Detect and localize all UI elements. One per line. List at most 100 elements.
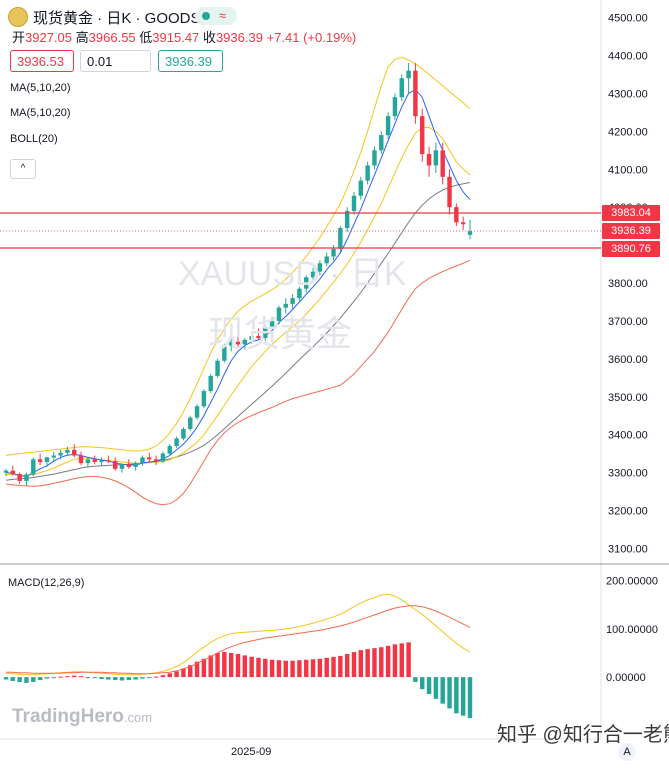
macd-histogram-bar (133, 677, 138, 680)
brand-name: TradingHero (12, 706, 124, 727)
moving-averages (5, 88, 471, 481)
candle-body (242, 339, 248, 345)
macd-histogram-bar (78, 676, 84, 678)
wave-icon: ≈ (219, 8, 227, 23)
macd-histogram-bar (420, 677, 425, 690)
candle-body (17, 474, 22, 481)
price-tick-label: 4300.00 (608, 88, 648, 100)
indicator-ma-2[interactable]: MA(5,10,20) (10, 107, 71, 119)
macd-histogram-bar (440, 677, 445, 704)
macd-histogram-bar (222, 652, 227, 678)
macd-histogram-bar (37, 677, 43, 681)
candle-body (201, 391, 207, 407)
candle-body (331, 248, 336, 257)
candle-body (269, 320, 275, 327)
candle-body (433, 150, 439, 166)
quantity-input[interactable]: 0.01 (80, 50, 151, 72)
macd-histogram-bar (228, 653, 234, 678)
macd-axis[interactable]: 200.00000 100.00000 0.00000 (606, 576, 658, 684)
macd-histogram-bar (147, 677, 152, 679)
candle-body (140, 457, 145, 464)
candle-body (447, 176, 452, 208)
macd-histogram-bar (51, 677, 56, 679)
macd-histogram-bar (85, 677, 91, 679)
macd-histogram-bar (17, 677, 22, 682)
macd-histogram-bar (160, 675, 166, 678)
price-tick-label: 4200.00 (608, 126, 648, 138)
macd-histogram-bar (106, 677, 111, 680)
candle-body (119, 464, 125, 469)
candle-body (24, 474, 29, 481)
candle-body (58, 452, 63, 456)
indicator-boll[interactable]: BOLL(20) (10, 133, 58, 145)
chart-header: 现货黄金 · 日K · GOODS ≈ 开3927.05 高3966.55 低3… (0, 0, 600, 80)
candle-body (454, 207, 459, 223)
macd-histogram-bar (99, 677, 104, 680)
macd-histogram-bar (290, 660, 295, 678)
candle-body (440, 150, 445, 177)
macd-histogram-bar (126, 677, 132, 681)
price-tick-label: 3500.00 (608, 392, 648, 404)
buy-price-button[interactable]: 3936.39 (158, 50, 223, 72)
candle-body (153, 459, 159, 462)
macd-histogram-bar (201, 658, 207, 678)
candle-body (147, 457, 152, 460)
candle-body (338, 228, 343, 249)
macd-histogram-bar (194, 661, 200, 678)
macd-tick-label: 0.00000 (606, 672, 646, 684)
macd-histogram-bar (58, 676, 63, 678)
name-watermark: 现货黄金 (208, 313, 353, 354)
macd-histogram-bar (297, 660, 302, 678)
candle-body (10, 470, 16, 475)
sell-price-button[interactable]: 3936.53 (10, 50, 74, 72)
macd-histogram-bar (324, 657, 329, 678)
low-value: 3915.47 (152, 30, 200, 45)
candle-body (228, 341, 234, 346)
candle-body (167, 446, 172, 454)
candle-body (133, 463, 138, 467)
last-price-tag: 3936.39 (602, 223, 660, 239)
candle-body (399, 78, 404, 98)
change-percent: (+0.19%) (303, 30, 357, 45)
price-axis[interactable]: 4500.004400.004300.004200.004100.004000.… (608, 13, 648, 556)
candle-body (467, 231, 473, 235)
macd-histogram-bar (283, 660, 288, 678)
macd-histogram-bar (31, 677, 36, 682)
macd-histogram-bar (399, 643, 404, 678)
auto-scale-button[interactable]: A (618, 743, 636, 761)
candle-body (37, 459, 43, 462)
macd-histogram-bar (413, 677, 418, 682)
candle-body (297, 288, 302, 299)
candle-body (222, 345, 227, 361)
indicator-ma-1[interactable]: MA(5,10,20) (10, 82, 71, 94)
macd-panel (3, 593, 473, 719)
support-price-tag: 3890.76 (602, 241, 660, 257)
macd-histogram-bar (119, 677, 125, 681)
candle-body (72, 449, 77, 456)
change-value: +7.41 (266, 30, 300, 45)
candle-body (460, 222, 466, 225)
collapse-indicators-button[interactable]: ^ (10, 159, 36, 179)
price-tick-label: 3400.00 (608, 430, 648, 442)
candle-body (31, 459, 36, 475)
candle-body (256, 336, 261, 338)
macd-histogram-bar (454, 677, 459, 714)
macd-histogram-bar (351, 652, 357, 678)
macd-histogram-bar (385, 645, 391, 678)
candle-body (174, 438, 179, 447)
market-status-badge[interactable]: ≈ (195, 7, 237, 25)
x-axis-date-label: 2025-09 (231, 746, 272, 758)
horizontal-lines[interactable] (0, 212, 601, 249)
macd-indicator-label[interactable]: MACD(12,26,9) (8, 577, 85, 589)
macd-tick-label: 200.00000 (606, 576, 658, 588)
macd-histogram-bar (304, 659, 309, 678)
symbol-title[interactable]: 现货黄金 · 日K · GOODS (33, 10, 201, 27)
price-tick-label: 3100.00 (608, 543, 648, 555)
macd-histogram-bar (379, 647, 384, 678)
candle-body (317, 263, 323, 272)
macd-histogram-bar (317, 658, 323, 678)
macd-histogram-bar (372, 648, 377, 678)
low-label: 低 (139, 30, 153, 45)
macd-histogram-bar (235, 653, 241, 678)
